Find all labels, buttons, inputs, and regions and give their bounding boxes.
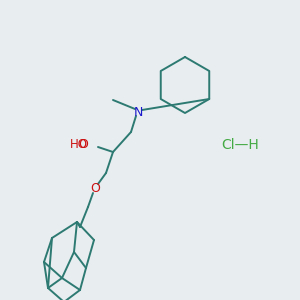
Text: Cl—H: Cl—H bbox=[221, 138, 259, 152]
Text: O: O bbox=[78, 139, 88, 152]
Text: O: O bbox=[90, 182, 100, 194]
Text: N: N bbox=[133, 106, 143, 118]
Text: HO: HO bbox=[70, 139, 88, 152]
